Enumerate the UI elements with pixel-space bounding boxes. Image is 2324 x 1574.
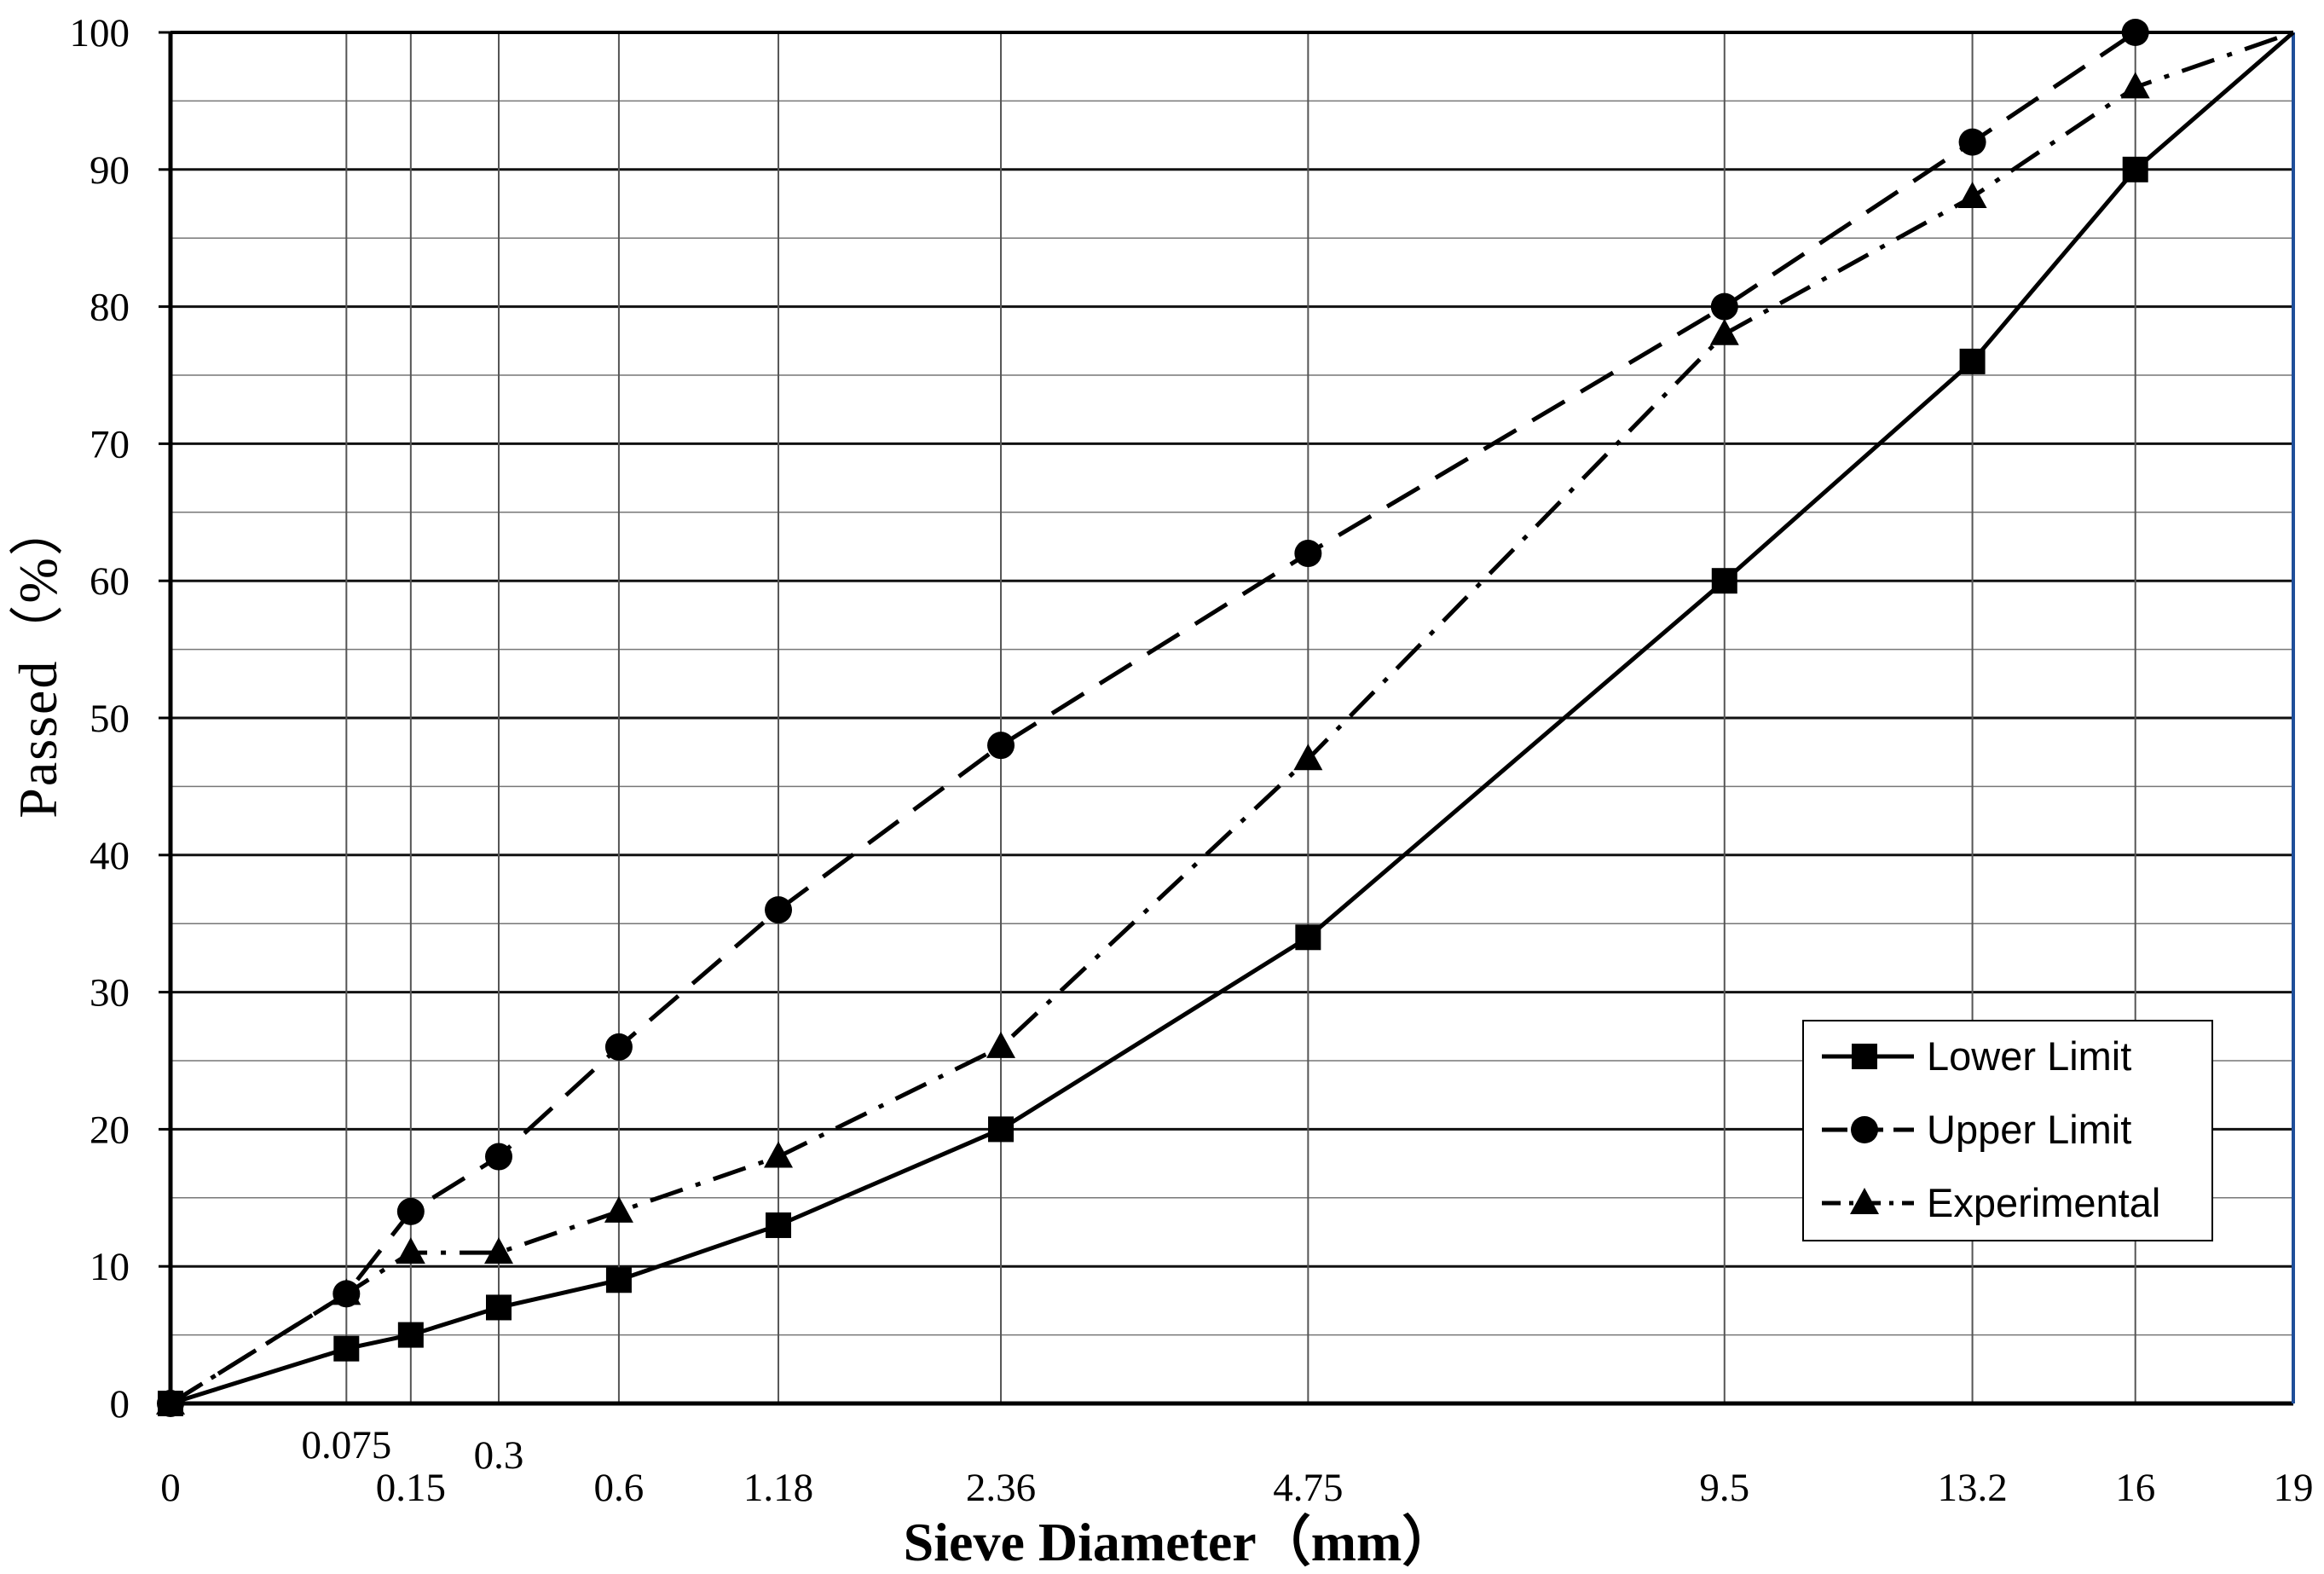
- major-gridlines: [171, 32, 2293, 1403]
- x-tick-label: 2.36: [966, 1466, 1036, 1510]
- x-tick-label: 1.18: [743, 1466, 813, 1510]
- y-tick-label: 20: [90, 1108, 130, 1152]
- experimental-point: [484, 1237, 514, 1264]
- x-tick-label: 0.3: [474, 1433, 524, 1478]
- legend-label-experimental: Experimental: [1927, 1180, 2160, 1225]
- lower-limit-point: [1959, 348, 1986, 374]
- upper-limit-point: [2121, 19, 2149, 46]
- lower-limit-point: [333, 1335, 360, 1362]
- x-axis-title: Sieve Diameter（mm）: [904, 1512, 1457, 1572]
- y-tick-label: 70: [90, 422, 130, 466]
- legend-marker-experimental: [1850, 1188, 1879, 1214]
- upper-limit-point: [1958, 128, 1986, 156]
- experimental-point: [2120, 72, 2150, 99]
- upper-limit-point: [604, 1033, 633, 1061]
- y-tick-label: 0: [110, 1382, 130, 1426]
- upper-limit-point: [485, 1143, 513, 1171]
- y-tick-label: 30: [90, 971, 130, 1016]
- x-tick-label: 19: [2274, 1466, 2314, 1510]
- legend-marker-lower-limit: [1852, 1044, 1877, 1069]
- legend-marker-upper-limit: [1851, 1116, 1878, 1143]
- legend-label-upper-limit: Upper Limit: [1927, 1107, 2131, 1152]
- lower-limit-point: [605, 1267, 632, 1293]
- y-tick-label: 40: [90, 834, 130, 878]
- lower-limit-point: [1711, 568, 1737, 594]
- x-tick-label: 0.6: [594, 1466, 645, 1510]
- legend-label-lower-limit: Lower Limit: [1927, 1033, 2131, 1079]
- upper-limit-point: [396, 1197, 425, 1225]
- experimental-point: [1957, 181, 1987, 208]
- y-tick-label: 10: [90, 1245, 130, 1289]
- y-tick-label: 100: [70, 11, 130, 55]
- lower-limit-point: [2122, 156, 2148, 182]
- experimental-point: [764, 1141, 794, 1168]
- experimental-point: [986, 1031, 1016, 1058]
- x-tick-label: 9.5: [1699, 1466, 1749, 1510]
- upper-limit-point: [1710, 292, 1738, 321]
- lower-limit-point: [1295, 924, 1321, 951]
- x-tick-label: 0.15: [376, 1466, 446, 1510]
- y-tick-label: 50: [90, 697, 130, 741]
- legend: Lower Limit Upper Limit Experimental: [1802, 1020, 2213, 1241]
- experimental-point: [156, 1388, 185, 1415]
- x-tick-label: 16: [2115, 1466, 2155, 1510]
- experimental-point: [604, 1195, 633, 1223]
- upper-limit-point: [987, 732, 1015, 760]
- y-axis-title: Passed（%）: [8, 500, 68, 819]
- lower-limit-point: [397, 1322, 424, 1348]
- experimental-point: [1709, 318, 1739, 345]
- y-tick-label: 60: [90, 559, 130, 604]
- x-tick-label: 13.2: [1937, 1466, 2007, 1510]
- x-tick-label: 0: [160, 1466, 181, 1510]
- x-tick-label: 4.75: [1273, 1466, 1343, 1510]
- lower-limit-point: [766, 1212, 792, 1238]
- lower-limit-point: [486, 1294, 512, 1321]
- experimental-point: [1293, 744, 1323, 771]
- lower-limit-point: [988, 1116, 1015, 1143]
- series-markers: [156, 19, 2150, 1417]
- x-tick-label: 0.075: [301, 1423, 391, 1467]
- y-tick-label: 90: [90, 148, 130, 193]
- y-tick-label: 80: [90, 286, 130, 330]
- experimental-point: [332, 1278, 361, 1305]
- upper-limit-point: [765, 896, 793, 924]
- y-axis-tick-labels: 0 10 20 30 40 50 60 70 80 90 100: [70, 11, 171, 1426]
- experimental-point: [396, 1237, 425, 1264]
- minor-gridlines: [171, 100, 2293, 1336]
- upper-limit-point: [1294, 540, 1322, 568]
